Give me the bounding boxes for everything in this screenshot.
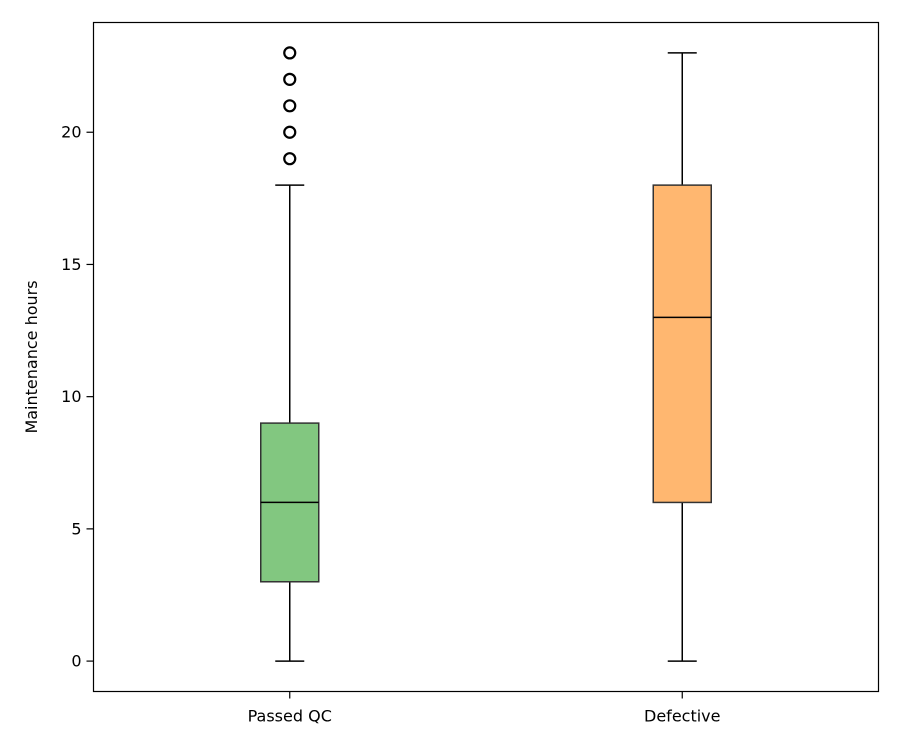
plot-layer — [260, 46, 712, 662]
y-tick-label: 0 — [71, 652, 81, 671]
y-tick-label: 10 — [61, 387, 81, 406]
outlier-point — [283, 99, 297, 113]
axis-layer: Passed QC Defective 0 5 10 15 20 — [61, 123, 720, 726]
y-tick-label: 20 — [61, 123, 81, 142]
y-axis-label: Maintenance hours — [22, 280, 41, 433]
plot-frame — [92, 21, 880, 693]
box-group-passed-qc — [260, 46, 320, 662]
outlier-point — [283, 152, 297, 166]
box-group-defective — [652, 52, 712, 662]
y-tick-label: 5 — [71, 519, 81, 538]
outlier-point — [283, 46, 297, 60]
box-iqr — [652, 184, 712, 504]
outlier-point — [283, 72, 297, 86]
x-tick-label: Defective — [644, 707, 720, 726]
y-tick-label: 15 — [61, 255, 81, 274]
x-tick-label: Passed QC — [248, 707, 332, 726]
outlier-point — [283, 125, 297, 139]
